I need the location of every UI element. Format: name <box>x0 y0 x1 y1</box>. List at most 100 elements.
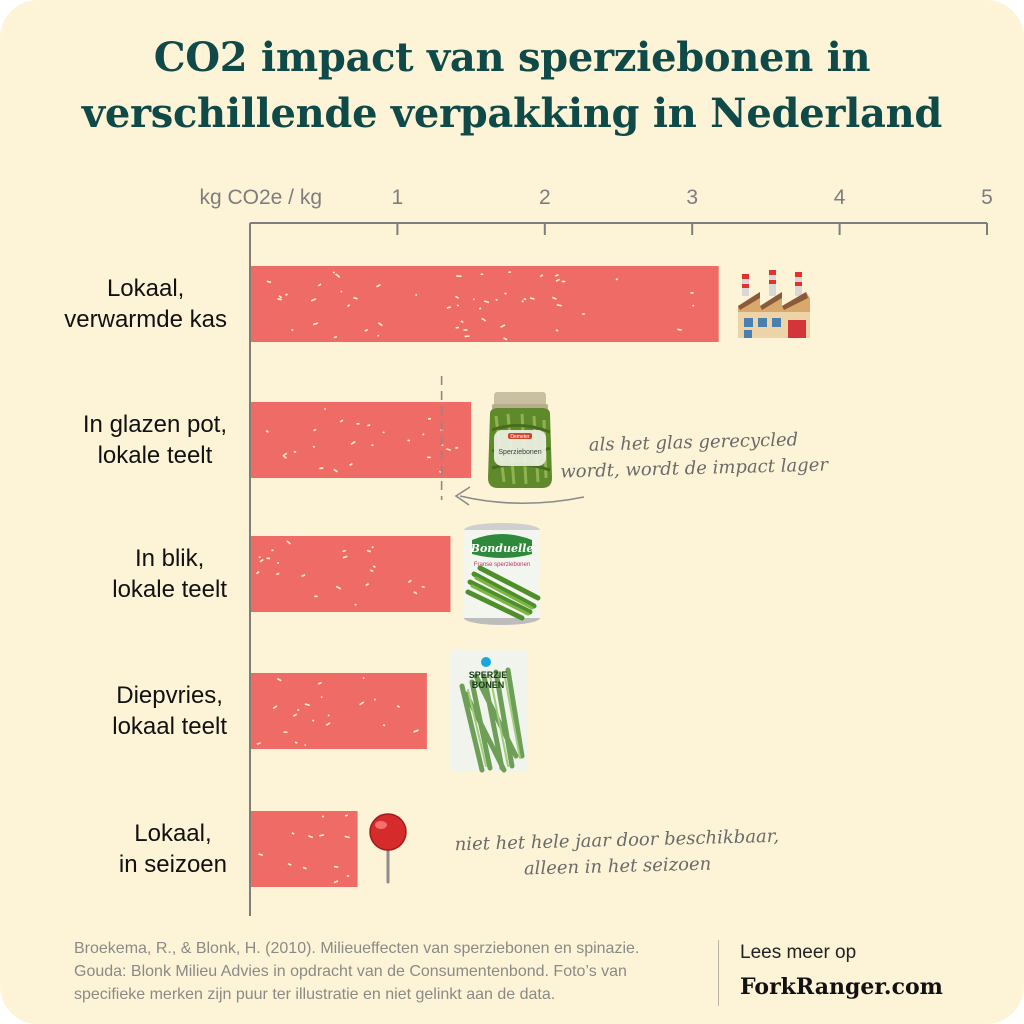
bar-speckle <box>456 304 460 307</box>
category-label-line: In glazen pot, <box>82 411 227 438</box>
bar-speckle <box>495 298 498 302</box>
footer-divider <box>718 940 719 1006</box>
bar-speckle <box>504 292 507 295</box>
bar-speckle <box>255 570 260 575</box>
bar-speckle <box>455 446 459 449</box>
bar-speckle <box>272 705 278 710</box>
bar-speckle <box>294 741 298 744</box>
bar-speckle <box>317 283 322 287</box>
bar-speckle <box>354 603 357 606</box>
bar-speckle <box>555 278 561 282</box>
bar-speckle <box>333 335 338 339</box>
annotation-arrow <box>459 495 585 505</box>
category-label-line: lokale teelt <box>97 442 213 469</box>
bar-speckle <box>376 283 381 288</box>
bar-speckle <box>287 862 292 866</box>
bar-speckle <box>297 709 300 711</box>
bar-speckle <box>427 417 431 420</box>
bar-speckle <box>349 462 353 467</box>
bar-speckle <box>282 455 287 459</box>
bar-speckle <box>446 448 452 452</box>
bar-speckle <box>258 556 261 559</box>
bar-speckle <box>259 558 264 563</box>
bar-speckle <box>554 273 559 277</box>
x-tick-label: 2 <box>539 186 551 209</box>
bar-speckle <box>479 307 482 310</box>
bar-speckle <box>427 456 431 459</box>
bar-speckle <box>340 290 343 293</box>
bar-speckle <box>293 450 297 453</box>
read-more-text: Lees meer op <box>740 942 857 963</box>
bar-speckle <box>539 274 544 278</box>
bar <box>251 266 719 342</box>
site-link[interactable]: ForkRanger.com <box>740 974 943 1000</box>
bar-speckle <box>374 698 376 701</box>
bar-speckle <box>332 271 336 274</box>
bar-speckle <box>455 295 460 299</box>
category-label-line: Lokaal, <box>106 275 185 302</box>
bar-speckle <box>366 549 372 553</box>
bar-speckle <box>319 834 325 837</box>
bar-speckle <box>446 306 452 309</box>
category-label-line: in seizoen <box>118 851 227 878</box>
bar-speckle <box>382 431 385 434</box>
bar-speckle <box>364 328 369 332</box>
bar-speckle <box>456 275 462 278</box>
bag-label-2: BONEN <box>472 680 505 690</box>
bar-speckle <box>277 298 282 301</box>
jar-label: Sperziebonen <box>498 449 541 456</box>
bar-speckle <box>333 865 339 868</box>
bar-speckle <box>353 296 358 300</box>
bar-speckle <box>472 298 475 301</box>
bar-speckle <box>521 300 524 303</box>
bar-speckle <box>377 334 380 337</box>
bar-speckle <box>455 326 460 329</box>
bar-speckle <box>325 722 331 727</box>
bar-speckle <box>359 701 365 706</box>
bar <box>251 536 451 612</box>
x-tick-label: 5 <box>981 186 993 209</box>
bar-speckle <box>413 729 419 733</box>
season-note: niet het hele jaar door beschikbaar, all… <box>454 824 780 884</box>
bar-speckle <box>312 719 315 722</box>
bar-speckle <box>371 546 374 549</box>
title-line-2: verschillende verpakking in Nederland <box>81 90 943 137</box>
bar-speckle <box>277 562 280 564</box>
bar-speckle <box>372 565 376 569</box>
x-tick-label: 3 <box>686 186 698 209</box>
category-label-line: verwarmde kas <box>64 306 227 333</box>
glass-recycle-note: als het glas gerecycled wordt, wordt de … <box>559 427 828 486</box>
bar-speckle <box>258 853 263 856</box>
bar-speckle <box>335 273 341 278</box>
bar-speckle <box>265 429 269 433</box>
bar-speckle <box>283 731 288 734</box>
bar-speckle <box>508 271 512 274</box>
bar-speckle <box>344 835 350 839</box>
category-label-line: lokaal teelt <box>112 713 227 740</box>
glass-jar-image: Demeter Sperziebonen <box>488 392 552 488</box>
bar-speckle <box>285 293 288 296</box>
bar-speckle <box>276 572 280 576</box>
bar-speckle <box>561 280 566 283</box>
bar-speckle <box>313 428 317 432</box>
category-label-line: Diepvries, <box>116 682 223 709</box>
category-label-line: Lokaal, <box>134 820 212 847</box>
bar-speckle <box>615 277 619 281</box>
bar-speckle <box>350 440 356 445</box>
bar-speckle <box>301 574 306 577</box>
bar-speckle <box>314 595 318 598</box>
bar-speckle <box>367 423 371 427</box>
bar-speckle <box>276 677 282 682</box>
axis-unit-label: kg CO2e / kg <box>199 186 322 209</box>
bar-speckle <box>342 555 348 559</box>
bar-speckle <box>480 273 484 276</box>
bar-speckle <box>347 304 351 308</box>
bar-speckle <box>344 814 349 817</box>
bar-speckle <box>278 295 283 299</box>
can-image: Bonduelle Franse sperziebonen <box>464 523 541 625</box>
source-line-1: Broekema, R., & Blonk, H. (2010). Milieu… <box>74 940 640 957</box>
category-label: Lokaal, in seizoen <box>119 818 227 880</box>
bar-speckle <box>312 445 316 448</box>
bar-speckle <box>362 676 365 679</box>
